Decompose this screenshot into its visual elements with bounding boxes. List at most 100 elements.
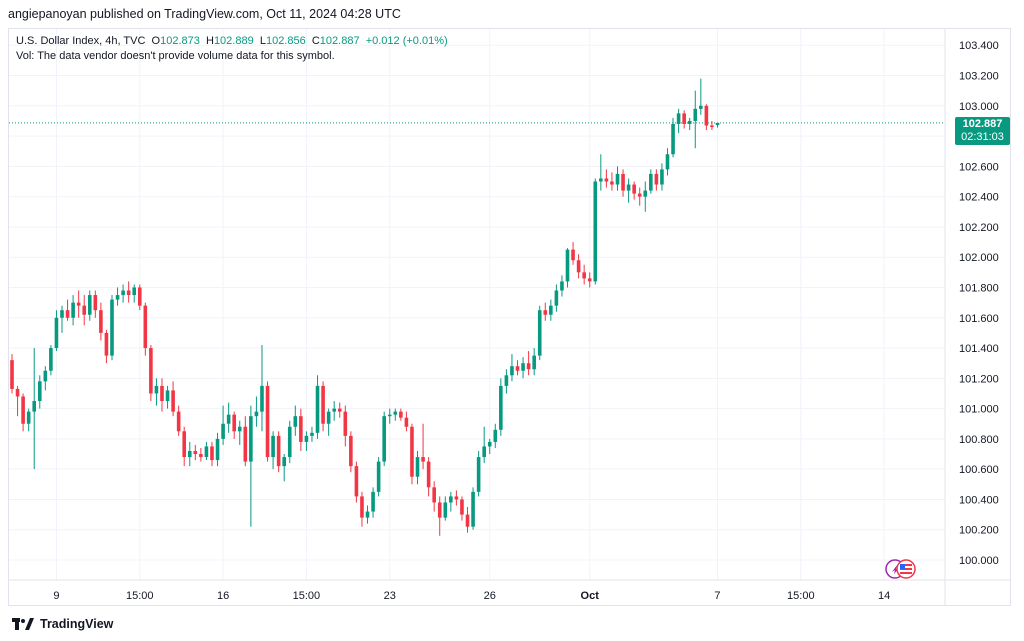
last-price-value: 102.887	[962, 118, 1003, 130]
candle-body	[37, 381, 42, 402]
low-label: L	[259, 35, 266, 47]
candle-body	[310, 432, 314, 436]
candle-body	[226, 414, 231, 424]
candle-body	[626, 184, 631, 191]
time-axis: 9 15:00 16 15:00 23 26 Oct 7 15:00 14	[9, 579, 1010, 602]
open-value: 102.873	[160, 35, 200, 47]
candle-body	[254, 411, 259, 417]
time-tick-label: 9	[53, 590, 59, 602]
candle-body	[687, 120, 692, 124]
candle-body	[143, 305, 148, 349]
candle-body	[293, 416, 298, 427]
candle-body	[382, 416, 386, 462]
high-label: H	[205, 35, 214, 47]
candle-body	[532, 355, 536, 370]
candle-body	[43, 370, 48, 382]
candle-body	[121, 290, 125, 296]
candle-body	[465, 514, 470, 527]
price-tick-label: 100.400	[959, 494, 999, 506]
price-tick-label: 100.000	[959, 555, 999, 567]
time-tick-label: 16	[217, 590, 229, 602]
candle-body	[360, 496, 364, 518]
price-tick-label: 101.200	[959, 373, 999, 385]
candle-body	[543, 310, 548, 315]
candle-body	[182, 431, 187, 458]
candle-body	[676, 113, 681, 124]
candle-body	[593, 181, 598, 282]
candle-body	[321, 385, 325, 424]
candle-body	[187, 450, 192, 458]
candle-body	[165, 390, 170, 402]
open-label: O	[151, 35, 161, 47]
candle-body	[387, 414, 392, 417]
candle-body	[432, 487, 436, 503]
bar-countdown: 02:31:03	[961, 131, 1004, 143]
price-tick-label: 101.800	[959, 282, 999, 294]
candle-body	[571, 249, 575, 261]
candle-body	[349, 435, 353, 467]
volume-note: Vol: The data vendor doesn't provide vol…	[16, 50, 335, 62]
change-value: +0.012 (+0.01%)	[365, 35, 448, 47]
us-flag-icon[interactable]	[884, 558, 918, 580]
candle-body	[399, 411, 403, 418]
candle-body	[454, 496, 459, 500]
symbol-title: U.S. Dollar Index, 4h, TVC	[16, 35, 146, 47]
candle-body	[471, 491, 475, 527]
candle-body	[549, 305, 553, 315]
candle-body	[171, 390, 175, 412]
candle-body	[271, 435, 275, 458]
candle-body	[449, 496, 453, 503]
candle-body	[443, 502, 448, 518]
candle-body	[282, 457, 286, 467]
candle-body	[326, 411, 331, 424]
candle-body	[404, 417, 409, 427]
candle-body	[193, 450, 198, 455]
candle-body	[504, 375, 509, 386]
time-tick-label: 15:00	[787, 590, 815, 602]
candle-body	[71, 302, 75, 318]
chart-frame[interactable]	[8, 28, 1011, 606]
candle-body	[521, 363, 525, 371]
price-tick-label: 103.400	[959, 40, 999, 52]
candle-body	[704, 105, 709, 126]
candle-body	[204, 446, 209, 458]
candle-body	[343, 411, 348, 436]
grid	[9, 29, 945, 580]
footer-branding: TradingView	[12, 617, 113, 631]
price-tick-label: 101.400	[959, 343, 999, 355]
candle-body	[576, 260, 581, 273]
time-tick-label: 26	[484, 590, 496, 602]
candle-body	[554, 290, 559, 306]
candle-body	[137, 287, 142, 306]
candle-body	[460, 499, 464, 515]
price-tick-label: 103.000	[959, 101, 999, 113]
last-price-badge: 102.887 02:31:03	[955, 117, 1010, 145]
candle-body	[21, 396, 25, 424]
candle-body	[287, 426, 292, 458]
candle-body	[215, 438, 220, 461]
candles	[10, 78, 720, 536]
price-tick-label: 102.600	[959, 161, 999, 173]
candle-body	[154, 385, 159, 394]
time-tick-label: 15:00	[126, 590, 154, 602]
price-tick-label: 102.000	[959, 252, 999, 264]
high-value: 102.889	[213, 35, 254, 47]
candle-body	[49, 348, 53, 371]
candle-body	[643, 190, 648, 197]
candle-body	[437, 502, 442, 518]
candle-body	[560, 281, 564, 291]
time-tick-label: Oct	[581, 590, 600, 602]
candle-body	[232, 414, 236, 432]
candle-body	[376, 461, 381, 492]
candle-body	[476, 457, 481, 492]
price-tick-label: 103.200	[959, 71, 999, 83]
candle-body	[410, 426, 414, 477]
candle-body	[65, 310, 70, 318]
price-tick-label: 100.800	[959, 434, 999, 446]
candle-body	[26, 411, 31, 424]
candle-body	[421, 457, 425, 462]
candle-body	[160, 385, 164, 402]
candle-body	[710, 125, 714, 127]
candle-body	[715, 122, 720, 126]
